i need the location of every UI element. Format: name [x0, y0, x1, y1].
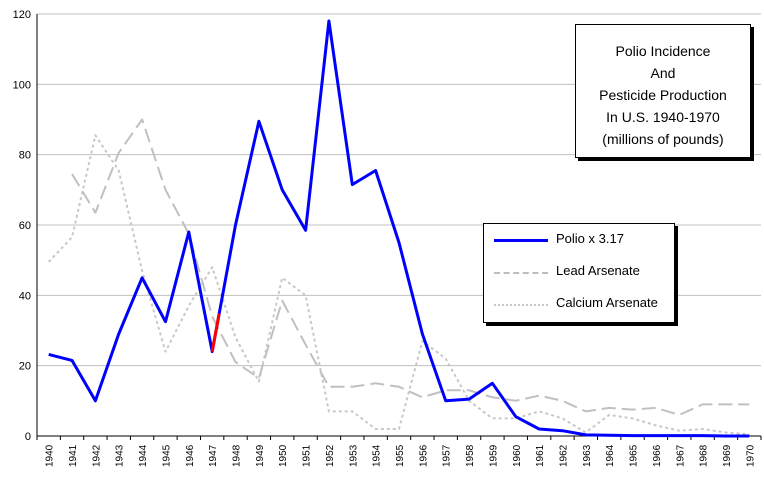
- series-line-lead-arsenate: [71, 118, 750, 416]
- y-tick-label: 60: [19, 220, 31, 232]
- x-tick-label: 1943: [115, 444, 126, 467]
- legend-swatch-polio: [494, 239, 548, 242]
- x-tick-label: 1952: [325, 444, 336, 467]
- chart-title-line-1: Polio Incidence: [615, 43, 711, 59]
- x-tick-label: 1948: [232, 444, 243, 467]
- series-line-polio-x-3-17: [48, 19, 750, 438]
- x-tick-label: 1941: [68, 444, 79, 467]
- x-tick-label: 1960: [512, 444, 523, 467]
- legend-label-calcium-arsenate: Calcium Arsenate: [556, 295, 658, 310]
- x-tick-label: 1954: [372, 444, 383, 467]
- y-tick-label: 100: [13, 79, 31, 91]
- x-tick-label: 1963: [582, 444, 593, 467]
- legend-item-lead-arsenate: Lead Arsenate: [484, 260, 674, 284]
- x-tick-label: 1957: [442, 444, 453, 467]
- x-tick-label: 1940: [45, 444, 56, 467]
- x-tick-label: 1966: [652, 444, 663, 467]
- chart-title-box: Polio Incidence And Pesticide Production…: [575, 24, 751, 158]
- legend-swatch-calcium-arsenate: [494, 304, 548, 306]
- legend-label-lead-arsenate: Lead Arsenate: [556, 263, 640, 278]
- legend-label-polio: Polio x 3.17: [556, 231, 624, 246]
- chart-title-line-4: In U.S. 1940-1970: [606, 109, 720, 125]
- x-tick-label: 1969: [722, 444, 733, 467]
- y-tick-label: 40: [19, 290, 31, 302]
- legend: Polio x 3.17 Lead Arsenate Calcium Arsen…: [483, 223, 675, 323]
- x-tick-label: 1958: [465, 444, 476, 467]
- x-tick-label: 1967: [675, 444, 686, 467]
- highlight-segment: [210, 313, 221, 352]
- x-tick-label: 1950: [278, 444, 289, 467]
- x-tick-label: 1942: [91, 444, 102, 467]
- x-tick-label: 1945: [161, 444, 172, 467]
- x-tick-label: 1956: [418, 444, 429, 467]
- legend-item-polio: Polio x 3.17: [484, 228, 674, 252]
- x-tick-label: 1949: [255, 444, 266, 467]
- x-tick-label: 1959: [488, 444, 499, 467]
- chart-title-line-5: (millions of pounds): [602, 131, 724, 147]
- legend-item-calcium-arsenate: Calcium Arsenate: [484, 292, 674, 316]
- chart-title-line-3: Pesticide Production: [599, 87, 727, 103]
- legend-swatch-lead-arsenate: [494, 272, 548, 274]
- y-tick-label: 0: [25, 431, 31, 443]
- series-line-calcium-arsenate: [47, 134, 750, 436]
- x-tick-label: 1964: [605, 444, 616, 467]
- x-tick-label: 1970: [745, 444, 756, 467]
- x-tick-label: 1961: [535, 444, 546, 467]
- chart-title-line-2: And: [650, 65, 676, 81]
- y-tick-label: 80: [19, 150, 31, 162]
- x-tick-label: 1965: [629, 444, 640, 467]
- x-tick-label: 1944: [138, 444, 149, 467]
- x-tick-label: 1962: [558, 444, 569, 467]
- y-tick-label: 20: [19, 361, 31, 373]
- y-tick-label: 120: [13, 9, 31, 21]
- x-tick-label: 1955: [395, 444, 406, 467]
- x-tick-label: 1968: [699, 444, 710, 467]
- x-tick-label: 1951: [302, 444, 313, 467]
- x-tick-label: 1953: [348, 444, 359, 467]
- x-tick-label: 1947: [208, 444, 219, 467]
- x-tick-label: 1946: [185, 444, 196, 467]
